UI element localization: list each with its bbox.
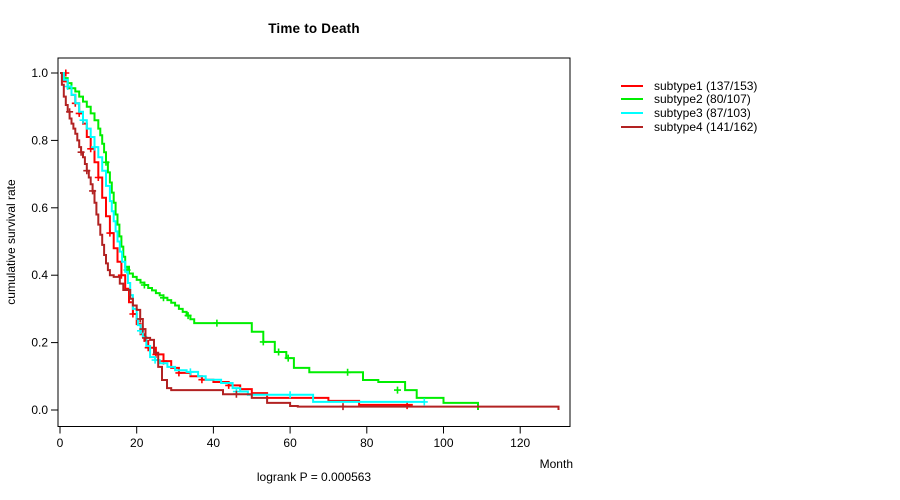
- legend-item-subtype2: subtype2 (80/107): [621, 92, 757, 107]
- y-tick-label: 1.0: [31, 66, 48, 80]
- y-tick-label: 0.4: [31, 268, 48, 282]
- x-tick-label: 20: [130, 436, 144, 450]
- legend-label-subtype1: subtype1 (137/153): [654, 78, 758, 93]
- x-tick-label: 80: [360, 436, 374, 450]
- x-tick-label: 0: [57, 436, 64, 450]
- legend-label-subtype3: subtype3 (87/103): [654, 105, 751, 120]
- legend-label-subtype2: subtype2 (80/107): [654, 92, 751, 107]
- x-tick-label: 60: [283, 436, 297, 450]
- censor-marks-subtype3: [64, 83, 428, 406]
- censor-marks-subtype4: [66, 108, 347, 411]
- y-tick-label: 0.6: [31, 201, 48, 215]
- legend: subtype1 (137/153) subtype2 (80/107) sub…: [621, 79, 757, 134]
- y-tick-label: 0.0: [31, 403, 48, 417]
- x-axis-title: Month: [539, 457, 573, 471]
- legend-item-subtype3: subtype3 (87/103): [621, 106, 757, 120]
- curve-subtype4: [60, 72, 560, 410]
- x-tick-label: 120: [510, 436, 530, 450]
- curve-subtype1: [60, 72, 413, 406]
- y-tick-label: 0.8: [31, 133, 48, 147]
- legend-label-subtype4: subtype4 (141/162): [654, 119, 758, 134]
- curve-subtype2: [60, 72, 479, 410]
- logrank-pvalue: logrank P = 0.000563: [256, 470, 372, 484]
- curve-subtype3: [60, 72, 425, 403]
- legend-line-subtype3: [621, 111, 643, 114]
- y-tick-label: 0.2: [31, 336, 48, 350]
- legend-line-subtype4: [621, 125, 643, 128]
- legend-line-subtype2: [621, 98, 643, 101]
- x-tick-label: 40: [207, 436, 221, 450]
- legend-item-subtype4: subtype4 (141/162): [621, 120, 757, 134]
- legend-line-subtype1: [621, 84, 643, 87]
- legend-item-subtype1: subtype1 (137/153): [621, 79, 757, 93]
- plot-box: [57, 57, 571, 427]
- x-tick-label: 100: [433, 436, 453, 450]
- chart-title: Time to Death: [268, 21, 360, 36]
